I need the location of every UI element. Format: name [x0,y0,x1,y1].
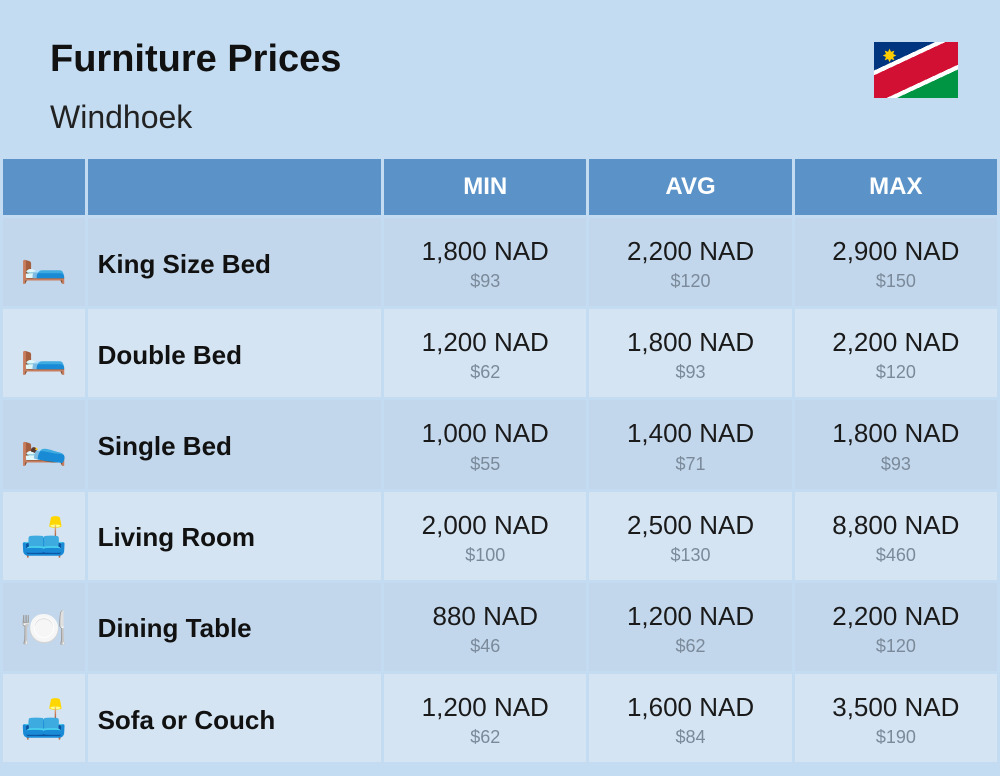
price-max: 3,500 NAD $190 [795,674,997,762]
price-usd: $62 [589,636,791,657]
page-header: Furniture Prices Windhoek [0,0,1000,156]
table-row: 🛏️Double Bed1,200 NAD $621,800 NAD $932,20… [3,309,997,397]
page-title: Furniture Prices [50,38,950,81]
table-header-row: MIN AVG MAX [3,159,997,215]
price-local: 1,800 NAD [795,418,997,449]
price-local: 1,400 NAD [589,418,791,449]
price-usd: $62 [384,727,586,748]
table-row: 🛏️King Size Bed1,800 NAD $932,200 NAD $120… [3,218,997,306]
price-avg: 2,200 NAD $120 [589,218,791,306]
price-min: 1,200 NAD $62 [384,309,586,397]
price-avg: 1,200 NAD $62 [589,583,791,671]
price-local: 3,500 NAD [795,692,997,723]
sofa-icon: 🛋️ [3,674,85,762]
price-local: 880 NAD [384,601,586,632]
price-local: 1,200 NAD [589,601,791,632]
header-min: MIN [384,159,586,215]
price-local: 8,800 NAD [795,510,997,541]
price-usd: $93 [589,362,791,383]
price-local: 1,200 NAD [384,692,586,723]
price-usd: $55 [384,454,586,475]
price-usd: $93 [384,271,586,292]
price-min: 880 NAD $46 [384,583,586,671]
item-name: Living Room [88,492,382,580]
table-row: 🍽️Dining Table880 NAD $461,200 NAD $622,20… [3,583,997,671]
header-name-col [88,159,382,215]
price-usd: $84 [589,727,791,748]
price-min: 1,800 NAD $93 [384,218,586,306]
price-usd: $190 [795,727,997,748]
price-local: 1,000 NAD [384,418,586,449]
price-local: 1,800 NAD [384,236,586,267]
price-max: 2,200 NAD $120 [795,583,997,671]
price-usd: $62 [384,362,586,383]
price-avg: 1,800 NAD $93 [589,309,791,397]
price-local: 2,900 NAD [795,236,997,267]
price-usd: $71 [589,454,791,475]
price-avg: 2,500 NAD $130 [589,492,791,580]
price-usd: $120 [589,271,791,292]
price-usd: $130 [589,545,791,566]
single-bed-icon: 🛌 [3,400,85,488]
price-avg: 1,600 NAD $84 [589,674,791,762]
price-usd: $120 [795,362,997,383]
price-local: 2,000 NAD [384,510,586,541]
page-subtitle: Windhoek [50,99,950,136]
price-usd: $100 [384,545,586,566]
price-usd: $120 [795,636,997,657]
double-bed-icon: 🛏️ [3,309,85,397]
price-usd: $460 [795,545,997,566]
header-icon-col [3,159,85,215]
price-min: 2,000 NAD $100 [384,492,586,580]
price-max: 2,900 NAD $150 [795,218,997,306]
item-name: Double Bed [88,309,382,397]
price-local: 1,200 NAD [384,327,586,358]
dining-table-icon: 🍽️ [3,583,85,671]
item-name: Sofa or Couch [88,674,382,762]
price-usd: $150 [795,271,997,292]
price-local: 2,200 NAD [795,601,997,632]
price-table: MIN AVG MAX 🛏️King Size Bed1,800 NAD$932… [0,156,1000,765]
price-max: 8,800 NAD $460 [795,492,997,580]
price-avg: 1,400 NAD $71 [589,400,791,488]
price-local: 1,600 NAD [589,692,791,723]
price-min: 1,200 NAD $62 [384,674,586,762]
header-avg: AVG [589,159,791,215]
price-local: 2,200 NAD [795,327,997,358]
table-row: 🛋️Living Room2,000 NAD $1002,500 NAD $1308… [3,492,997,580]
item-name: King Size Bed [88,218,382,306]
header-max: MAX [795,159,997,215]
price-usd: $46 [384,636,586,657]
table-row: 🛋️Sofa or Couch1,200 NAD $621,600 NAD $843… [3,674,997,762]
table-row: 🛌Single Bed1,000 NAD $551,400 NAD $711,800… [3,400,997,488]
price-min: 1,000 NAD $55 [384,400,586,488]
king-bed-icon: 🛏️ [3,218,85,306]
price-max: 2,200 NAD $120 [795,309,997,397]
price-usd: $93 [795,454,997,475]
price-local: 2,200 NAD [589,236,791,267]
living-room-icon: 🛋️ [3,492,85,580]
item-name: Dining Table [88,583,382,671]
price-max: 1,800 NAD $93 [795,400,997,488]
item-name: Single Bed [88,400,382,488]
price-local: 1,800 NAD [589,327,791,358]
namibia-flag-icon [874,42,958,98]
price-local: 2,500 NAD [589,510,791,541]
